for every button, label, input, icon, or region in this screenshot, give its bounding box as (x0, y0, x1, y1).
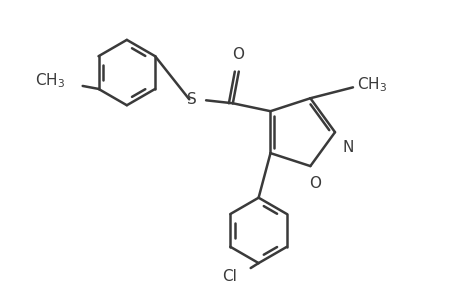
Text: N: N (342, 140, 353, 155)
Text: CH$_3$: CH$_3$ (356, 75, 386, 94)
Text: Cl: Cl (221, 269, 236, 284)
Text: O: O (308, 176, 321, 191)
Text: S: S (187, 92, 197, 107)
Text: O: O (231, 47, 243, 62)
Text: CH$_3$: CH$_3$ (34, 72, 65, 90)
